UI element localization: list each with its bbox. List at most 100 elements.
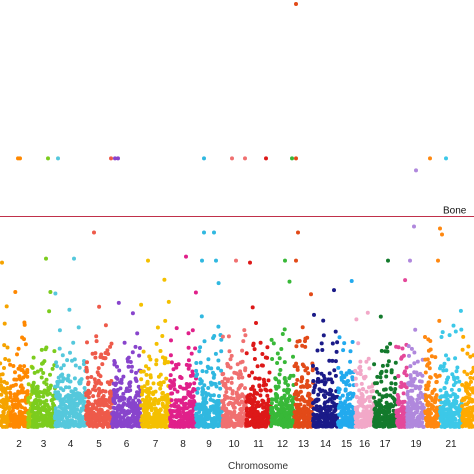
snp-point (45, 411, 50, 416)
snp-point (196, 386, 201, 391)
snp-point (311, 406, 316, 411)
snp-point (464, 419, 468, 424)
significant-snp-point (294, 258, 298, 263)
snp-point (216, 358, 221, 363)
snp-point (378, 417, 383, 422)
snp-point (126, 389, 131, 393)
snp-point (211, 393, 216, 398)
snp-point (72, 412, 77, 417)
snp-point (13, 290, 18, 294)
snp-point (334, 349, 339, 354)
snp-point (23, 406, 27, 411)
snp-point (289, 403, 294, 408)
snp-point (446, 399, 451, 404)
snp-point (127, 381, 132, 386)
snp-point (345, 397, 350, 402)
snp-point (416, 418, 421, 423)
snp-point (84, 365, 89, 370)
snp-point (48, 424, 53, 429)
snp-point (396, 395, 401, 399)
snp-point (4, 394, 9, 399)
snp-point (236, 386, 241, 391)
snp-point (384, 411, 389, 416)
snp-point (76, 325, 81, 330)
snp-point (337, 335, 342, 340)
snp-point (398, 416, 403, 421)
snp-point (291, 354, 295, 359)
snp-point (146, 411, 151, 416)
snp-point (77, 365, 82, 370)
snp-point (357, 413, 362, 418)
snp-point (146, 403, 151, 408)
snp-point (315, 413, 320, 417)
significant-snp-point (290, 156, 294, 161)
snp-point (41, 400, 46, 405)
snp-point (395, 420, 400, 425)
snp-point (249, 406, 254, 411)
snp-point (153, 406, 158, 411)
snp-point (187, 363, 192, 368)
snp-point (232, 370, 237, 375)
snp-point (148, 373, 153, 378)
snp-point (408, 373, 413, 378)
snp-point (73, 363, 78, 368)
snp-point (44, 377, 49, 382)
snp-point (401, 391, 406, 396)
snp-point (31, 414, 36, 419)
significant-snp-point (386, 258, 390, 263)
snp-point (130, 311, 135, 316)
snp-point (354, 418, 359, 423)
chromosome-tick-label: 2 (16, 439, 22, 450)
snp-point (2, 321, 7, 326)
snp-point (5, 345, 10, 350)
snp-point (200, 392, 205, 397)
snp-point (404, 365, 409, 370)
snp-point (84, 413, 89, 418)
snp-point (169, 338, 173, 343)
snp-point (341, 380, 346, 384)
snp-point (311, 379, 316, 383)
significant-snp-point (230, 156, 234, 161)
snp-point (242, 328, 247, 333)
snp-point (159, 420, 164, 425)
snp-point (21, 390, 25, 395)
snp-point (46, 422, 50, 427)
snp-point (47, 391, 52, 396)
snp-point (0, 398, 4, 403)
snp-point (377, 392, 382, 397)
snp-point (72, 423, 76, 427)
snp-point (220, 413, 225, 418)
snp-point (72, 376, 77, 381)
snp-point (96, 378, 101, 383)
snp-point (252, 413, 257, 417)
snp-point (54, 394, 59, 399)
snp-point (354, 414, 359, 419)
snp-point (187, 390, 192, 395)
snp-point (294, 344, 299, 349)
snp-point (174, 326, 179, 331)
chromosome-tick-label: 4 (68, 439, 74, 450)
snp-point (375, 389, 379, 394)
snp-point (327, 371, 332, 376)
snp-point (471, 414, 474, 419)
snp-point (405, 424, 410, 429)
snp-point (389, 368, 394, 373)
snp-point (446, 357, 451, 362)
snp-point (315, 417, 320, 422)
snp-point (430, 398, 435, 403)
snp-point (373, 415, 378, 420)
snp-point (216, 324, 221, 329)
snp-point (185, 415, 190, 420)
snp-point (235, 415, 240, 419)
snp-point (222, 397, 227, 402)
snp-point (148, 357, 153, 362)
snp-point (23, 371, 28, 375)
snp-point (461, 334, 466, 339)
snp-point (127, 424, 132, 429)
snp-point (428, 375, 433, 380)
snp-point (65, 378, 70, 383)
snp-point (258, 393, 263, 398)
snp-point (11, 383, 16, 388)
snp-point (395, 412, 400, 417)
snp-point (462, 369, 467, 374)
